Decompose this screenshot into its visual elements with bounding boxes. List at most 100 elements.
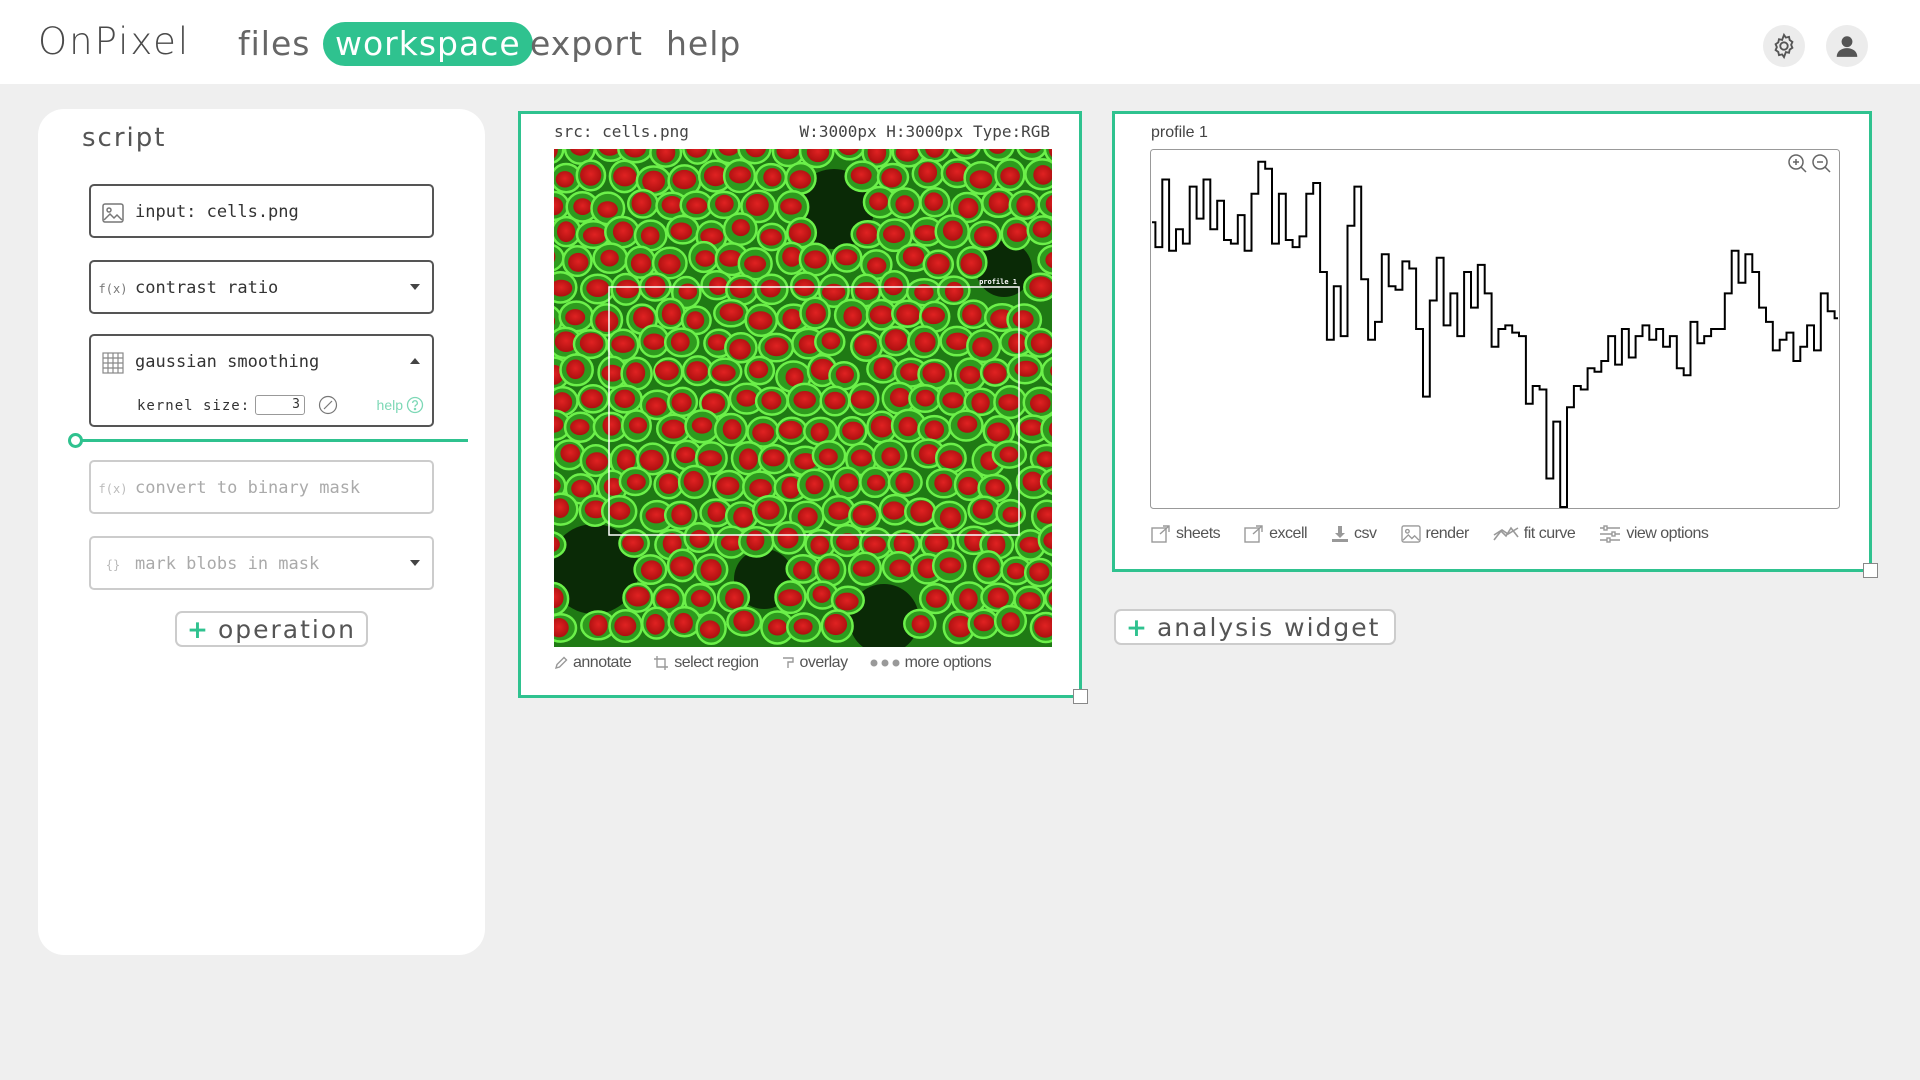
cell-nucleus bbox=[1036, 451, 1052, 468]
nav-export[interactable]: export bbox=[530, 24, 643, 63]
kernel-size-input[interactable]: 3 bbox=[255, 395, 305, 415]
account-button[interactable] bbox=[1826, 25, 1868, 67]
cell-nucleus bbox=[658, 254, 681, 275]
more-options-button[interactable]: more options bbox=[870, 654, 992, 672]
cell-nucleus bbox=[760, 279, 781, 298]
cell-nucleus bbox=[835, 365, 854, 384]
operation-input[interactable]: input: cells.png bbox=[89, 184, 434, 238]
cell-nucleus bbox=[1048, 591, 1052, 606]
add-operation-button[interactable]: + operation bbox=[175, 611, 368, 647]
cell-nucleus bbox=[867, 257, 887, 275]
function-icon: f(x) bbox=[98, 282, 128, 296]
cell-nucleus bbox=[554, 251, 556, 262]
cell-nucleus bbox=[850, 166, 872, 185]
cell-nucleus bbox=[733, 506, 754, 528]
selected-region[interactable] bbox=[608, 286, 1020, 536]
chevron-down-icon[interactable] bbox=[410, 284, 420, 290]
profile-chart[interactable] bbox=[1150, 149, 1840, 509]
script-progress-handle[interactable] bbox=[68, 433, 83, 448]
nav-files[interactable]: files bbox=[238, 24, 311, 63]
overlay-button[interactable]: overlay bbox=[781, 654, 848, 672]
cell-nucleus bbox=[655, 361, 679, 381]
cell-nucleus bbox=[729, 166, 751, 184]
cell-nucleus bbox=[626, 362, 646, 384]
operation-contrast-ratio[interactable]: f(x) contrast ratio bbox=[89, 260, 434, 314]
cell-nucleus bbox=[1002, 506, 1022, 523]
cell-nucleus bbox=[699, 620, 721, 639]
csv-button[interactable]: csv bbox=[1331, 525, 1377, 543]
resize-handle[interactable] bbox=[1073, 689, 1088, 704]
cell-nucleus bbox=[898, 416, 918, 437]
nav-workspace[interactable]: workspace bbox=[323, 22, 533, 66]
chevron-down-icon[interactable] bbox=[410, 560, 420, 566]
cell-nucleus bbox=[781, 476, 801, 499]
profile-title: profile 1 bbox=[1151, 124, 1208, 141]
cell-nucleus bbox=[924, 533, 949, 553]
cell-nucleus bbox=[925, 589, 947, 608]
annotate-button[interactable]: annotate bbox=[554, 654, 632, 672]
cell-nucleus bbox=[611, 335, 635, 353]
script-panel: script input: cells.png f(x) contrast ra… bbox=[38, 109, 485, 955]
cell-nucleus bbox=[643, 333, 665, 350]
cell-nucleus bbox=[642, 170, 665, 192]
sheets-button[interactable]: sheets bbox=[1151, 525, 1221, 543]
resize-handle[interactable] bbox=[1863, 563, 1878, 578]
cell-nucleus bbox=[656, 588, 680, 609]
help-link[interactable]: help bbox=[377, 396, 424, 414]
cell-nucleus bbox=[554, 317, 556, 326]
cell-nucleus bbox=[1019, 536, 1042, 553]
render-button[interactable]: render bbox=[1400, 525, 1469, 543]
add-analysis-widget-label: analysis widget bbox=[1156, 612, 1381, 642]
cell-nucleus bbox=[873, 357, 893, 380]
overlay-label: overlay bbox=[799, 654, 849, 671]
operation-label: convert to binary mask bbox=[135, 478, 361, 498]
add-analysis-widget-button[interactable]: + analysis widget bbox=[1114, 609, 1397, 645]
cell-nucleus bbox=[656, 149, 676, 163]
cell-nucleus bbox=[957, 415, 978, 433]
cell-nucleus bbox=[581, 389, 603, 409]
cell-nucleus bbox=[824, 613, 848, 636]
cell-nucleus bbox=[1048, 149, 1052, 158]
cells-image[interactable]: profile 1 bbox=[554, 149, 1052, 647]
select-region-button[interactable]: select region bbox=[653, 654, 759, 672]
zoom-in-icon[interactable] bbox=[1788, 154, 1807, 173]
chevron-up-icon[interactable] bbox=[410, 358, 420, 364]
operation-label: input: cells.png bbox=[135, 202, 299, 222]
settings-button[interactable] bbox=[1763, 25, 1805, 67]
cell-nucleus bbox=[757, 500, 780, 520]
cell-nucleus bbox=[852, 560, 876, 577]
cell-nucleus bbox=[821, 332, 841, 350]
operation-mark-blobs-in-mask[interactable]: {} mark blobs in mask bbox=[89, 536, 434, 590]
nav-help[interactable]: help bbox=[666, 24, 742, 63]
operation-convert-to-binary-mask[interactable]: f(x) convert to binary mask bbox=[89, 460, 434, 514]
operation-gaussian-smoothing[interactable]: gaussian smoothing kernel size: 3 help bbox=[89, 334, 434, 427]
cell-nucleus bbox=[701, 393, 726, 414]
fit-curve-button[interactable]: fit curve bbox=[1493, 525, 1576, 543]
excell-button[interactable]: excell bbox=[1244, 525, 1308, 543]
cell-nucleus bbox=[1045, 251, 1052, 269]
cell-nucleus bbox=[780, 198, 802, 215]
dial-icon[interactable] bbox=[318, 395, 338, 415]
view-options-button[interactable]: view options bbox=[1599, 525, 1709, 543]
zoom-out-icon[interactable] bbox=[1812, 154, 1831, 173]
cell-nucleus bbox=[683, 470, 704, 492]
cell-nucleus bbox=[557, 221, 576, 243]
cell-nucleus bbox=[746, 530, 765, 551]
cell-nucleus bbox=[764, 337, 789, 357]
cell-nucleus bbox=[869, 305, 894, 325]
cell-nucleus bbox=[639, 449, 664, 471]
cell-nucleus bbox=[612, 221, 634, 243]
cell-nucleus bbox=[674, 612, 693, 634]
cell-nucleus bbox=[640, 226, 660, 246]
cell-nucleus bbox=[646, 613, 665, 635]
cell-nucleus bbox=[554, 392, 573, 413]
cell-nucleus bbox=[716, 476, 740, 496]
cell-nucleus bbox=[777, 527, 799, 549]
cell-nucleus bbox=[818, 448, 838, 466]
cell-nucleus bbox=[768, 619, 787, 636]
cell-nucleus bbox=[1008, 333, 1027, 353]
cell-nucleus bbox=[703, 165, 728, 187]
cell-nucleus bbox=[793, 391, 816, 409]
cell-nucleus bbox=[662, 533, 682, 554]
cell-nucleus bbox=[744, 255, 767, 273]
